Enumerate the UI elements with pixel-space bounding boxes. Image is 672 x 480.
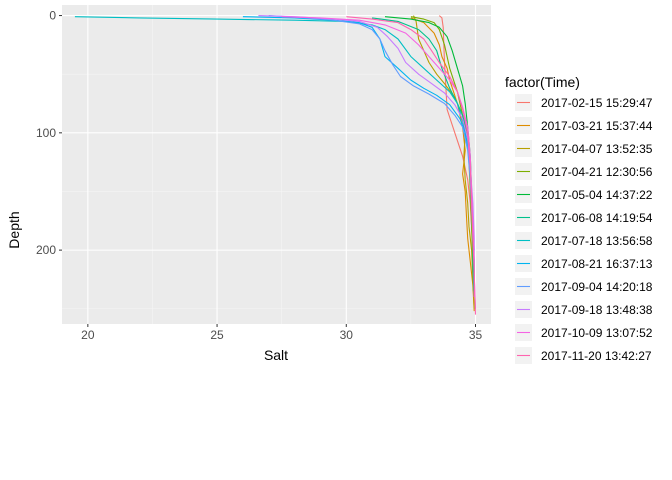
y-tick-label: 200	[36, 243, 56, 257]
legend-label: 2017-09-04 14:20:18	[541, 280, 653, 294]
series-line	[258, 15, 477, 309]
x-tick-label: 25	[210, 328, 224, 342]
series-line	[346, 16, 477, 315]
legend-label: 2017-04-07 13:52:35	[541, 142, 653, 156]
y-tick-label: 0	[49, 9, 56, 23]
legend: factor(Time) 2017-02-15 15:29:47 2017-03-…	[505, 74, 653, 364]
legend-label: 2017-11-20 13:42:27	[541, 349, 652, 363]
legend-label: 2017-09-18 13:48:38	[541, 303, 653, 317]
panel-background	[62, 5, 491, 324]
series-line	[410, 16, 474, 292]
y-tick-label: 100	[36, 126, 56, 140]
legend-label: 2017-08-21 16:37:13	[541, 257, 653, 271]
x-axis-title: Salt	[264, 347, 288, 363]
x-tick-label: 30	[340, 328, 354, 342]
y-axis-title: Depth	[6, 211, 22, 248]
legend-label: 2017-03-21 15:37:44	[541, 119, 653, 133]
grid	[62, 5, 491, 324]
x-tick-label: 35	[469, 328, 483, 342]
series-lines	[74, 15, 477, 315]
legend-label: 2017-10-09 13:07:52	[541, 326, 653, 340]
legend-label: 2017-05-04 14:37:22	[541, 188, 653, 202]
axes: 20 25 30 35 0 100 200	[36, 9, 483, 342]
legend-label: 2017-06-08 14:19:54	[541, 211, 653, 225]
legend-title: factor(Time)	[505, 74, 580, 90]
legend-label: 2017-02-15 15:29:47	[541, 96, 653, 110]
legend-label: 2017-04-21 12:30:56	[541, 165, 653, 179]
legend-label: 2017-07-18 13:56:58	[541, 234, 653, 248]
x-tick-label: 20	[81, 328, 95, 342]
